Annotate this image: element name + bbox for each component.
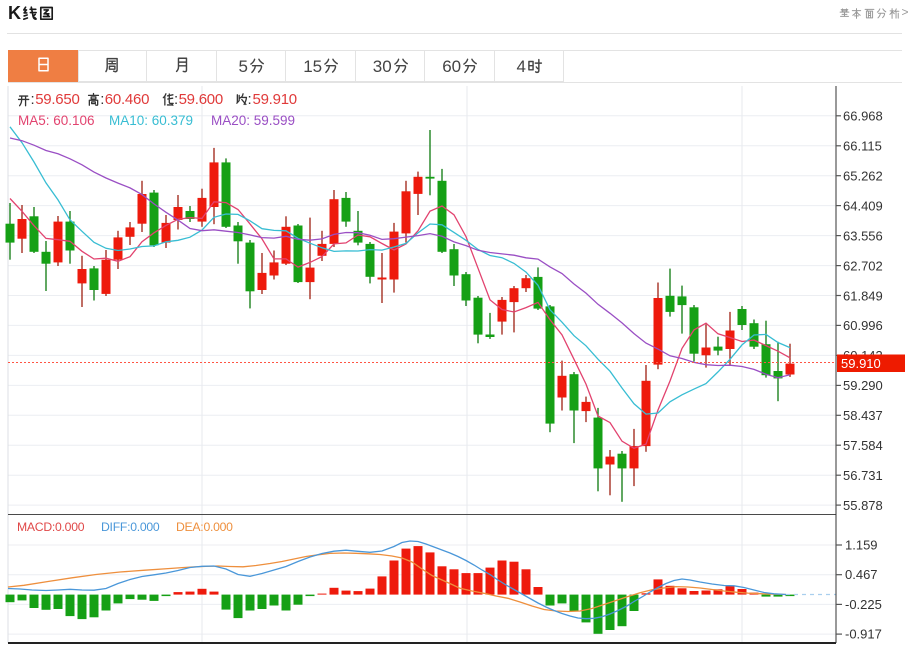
svg-text:63.556: 63.556 — [843, 228, 883, 243]
svg-text:57.584: 57.584 — [843, 438, 883, 453]
svg-text:56.731: 56.731 — [843, 468, 883, 483]
svg-text:60.996: 60.996 — [843, 318, 883, 333]
svg-text:59.910: 59.910 — [841, 356, 881, 371]
svg-text:61.849: 61.849 — [843, 288, 883, 303]
svg-text:55.878: 55.878 — [843, 498, 883, 513]
svg-text:1.159: 1.159 — [845, 538, 878, 553]
svg-text:-0.917: -0.917 — [845, 627, 882, 642]
svg-text:64.409: 64.409 — [843, 198, 883, 213]
svg-text:-0.225: -0.225 — [845, 597, 882, 612]
svg-text:66.115: 66.115 — [843, 139, 882, 154]
svg-text:59.290: 59.290 — [843, 378, 883, 393]
svg-text:65.262: 65.262 — [843, 169, 883, 184]
svg-text:0.467: 0.467 — [845, 567, 878, 582]
svg-text:66.968: 66.968 — [843, 109, 883, 124]
svg-text:62.702: 62.702 — [843, 258, 883, 273]
svg-text:58.437: 58.437 — [843, 408, 883, 423]
